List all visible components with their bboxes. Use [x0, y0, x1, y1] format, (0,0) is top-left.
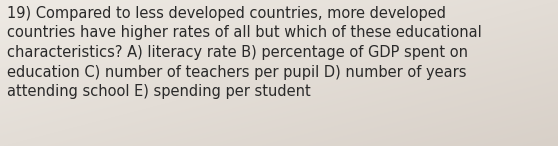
Text: 19) Compared to less developed countries, more developed
countries have higher r: 19) Compared to less developed countries…: [7, 6, 482, 99]
